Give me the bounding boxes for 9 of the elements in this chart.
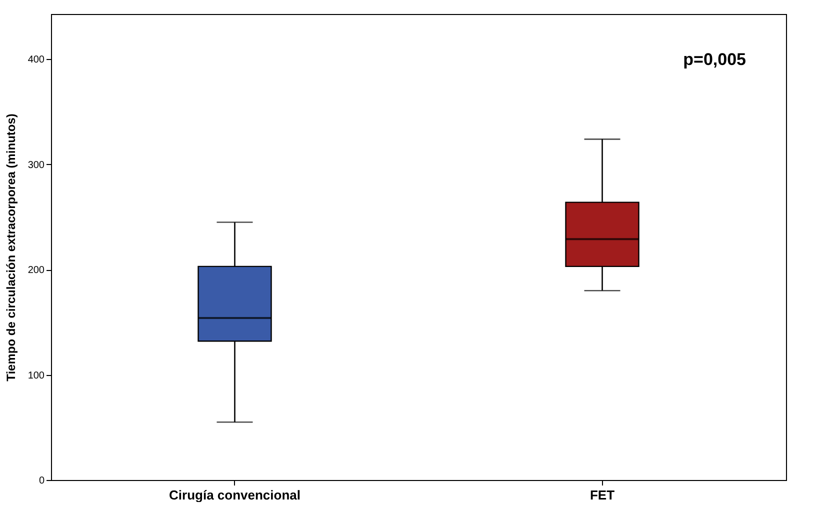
y-axis-title: Tiempo de circulación extracorporea (minutos)	[4, 114, 18, 382]
y-tick-label: 0	[38, 476, 45, 486]
y-tick-label: 100	[28, 370, 45, 382]
y-tick-label: 400	[28, 54, 45, 66]
x-tick-label: FET	[590, 488, 615, 502]
y-tick-label: 300	[28, 160, 45, 171]
annotation: p=0,005	[683, 50, 746, 69]
y-tick-label: 200	[28, 265, 45, 276]
x-tick-label: Cirugía convencional	[169, 488, 300, 502]
